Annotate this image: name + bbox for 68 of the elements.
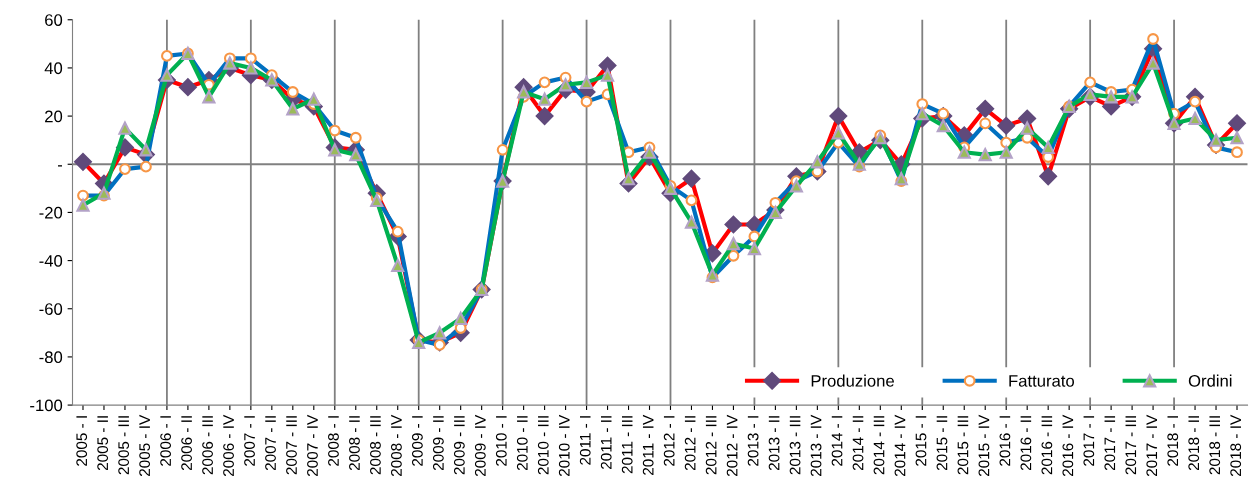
- y-tick-label: 60: [45, 14, 63, 26]
- y-tick-label: 20: [45, 110, 63, 123]
- x-tick-label: 2007 - I: [244, 416, 255, 466]
- x-tick-label: 2015 - III: [957, 416, 969, 475]
- y-tick-label: -20: [39, 206, 63, 219]
- x-tick-label: 2014 - I: [831, 416, 843, 466]
- x-tick-label: 2017 - IV: [1146, 414, 1158, 477]
- y-tick-label: -80: [39, 351, 63, 364]
- legend-label: Produzione: [811, 374, 894, 387]
- x-tick-label: 2015 - I: [915, 416, 927, 466]
- x-tick-label: 2006 - III: [202, 416, 213, 475]
- x-tick-label: 2006 - I: [160, 416, 172, 466]
- x-tick-label: 2010 - III: [537, 416, 549, 475]
- x-tick-label: 2005 - IV: [139, 414, 151, 477]
- x-tick-label: 2009 - II: [432, 416, 444, 471]
- legend-label: Fatturato: [1009, 375, 1075, 387]
- x-tick-label: 2016 - IV: [1062, 414, 1074, 477]
- x-tick-label: 2010 - II: [516, 416, 528, 471]
- x-tick-label: 2013 - II: [768, 416, 780, 471]
- x-tick-label: 2009 - I: [411, 416, 423, 466]
- x-tick-label: 2008 - II: [349, 416, 360, 471]
- legend-label: Ordini: [1188, 374, 1232, 387]
- x-tick-label: 2007 - II: [265, 416, 276, 471]
- x-tick-label: 2008 - III: [370, 416, 381, 475]
- x-tick-label: 2013 - I: [747, 416, 759, 466]
- x-tick-label: 2007 - IV: [307, 414, 318, 477]
- x-tick-label: 2011 - II: [600, 416, 612, 469]
- x-tick-label: 2018 - III: [1209, 416, 1221, 475]
- x-tick-label: 2012 - III: [705, 416, 717, 475]
- x-tick-label: 2011 - I: [579, 416, 591, 465]
- x-tick-label: 2017 - II: [1104, 416, 1116, 471]
- x-tick-label: 2011 - III: [621, 416, 633, 474]
- x-tick-label: 2018 - II: [1188, 416, 1200, 471]
- x-tick-label: 2015 - II: [936, 416, 948, 471]
- y-tick-label: -40: [39, 254, 63, 267]
- x-tick-label: 2017 - III: [1125, 416, 1137, 475]
- x-tick-label: 2005 - I: [76, 416, 88, 466]
- x-tick-label: 2013 - IV: [810, 414, 822, 477]
- x-tick-label: 2008 - IV: [391, 414, 402, 477]
- x-tick-label: 2016 - II: [1020, 416, 1032, 471]
- x-tick-label: 2017 - I: [1083, 416, 1095, 466]
- x-tick-label: 2018 - IV: [1230, 414, 1242, 477]
- x-tick-label: 2014 - III: [873, 416, 885, 475]
- x-tick-label: 2016 - I: [999, 416, 1011, 466]
- x-tick-label: 2013 - III: [789, 416, 801, 475]
- x-tick-label: 2009 - IV: [474, 414, 486, 477]
- x-tick-label: 2011 - IV: [642, 414, 654, 475]
- x-tick-label: 2018 - I: [1167, 416, 1179, 466]
- y-tick-label: -100: [30, 399, 63, 412]
- x-tick-label: 2005 - III: [118, 416, 130, 475]
- x-tick-label: 2006 - II: [181, 416, 192, 471]
- x-tick-label: 2012 - IV: [726, 414, 738, 477]
- x-tick-label: 2008 - I: [328, 416, 339, 466]
- x-tick-label: 2014 - IV: [894, 414, 906, 477]
- x-tick-label: 2012 - II: [684, 416, 696, 471]
- x-tick-label: 2012 - I: [663, 416, 675, 466]
- x-tick-label: 2015 - IV: [978, 414, 990, 477]
- x-tick-label: 2007 - III: [286, 416, 297, 475]
- x-tick-label: 2005 - II: [97, 416, 109, 471]
- y-tick-label: -60: [39, 303, 63, 315]
- x-tick-label: 2014 - II: [852, 416, 864, 471]
- x-tick-label: 2009 - III: [453, 416, 465, 475]
- y-tick-label: 40: [44, 62, 63, 75]
- x-tick-label: 2006 - IV: [223, 414, 234, 477]
- y-tick-label: -: [57, 165, 63, 167]
- x-tick-label: 2016 - III: [1041, 416, 1053, 475]
- x-tick-label: 2010 - IV: [558, 414, 570, 477]
- x-tick-label: 2010 - I: [495, 416, 507, 466]
